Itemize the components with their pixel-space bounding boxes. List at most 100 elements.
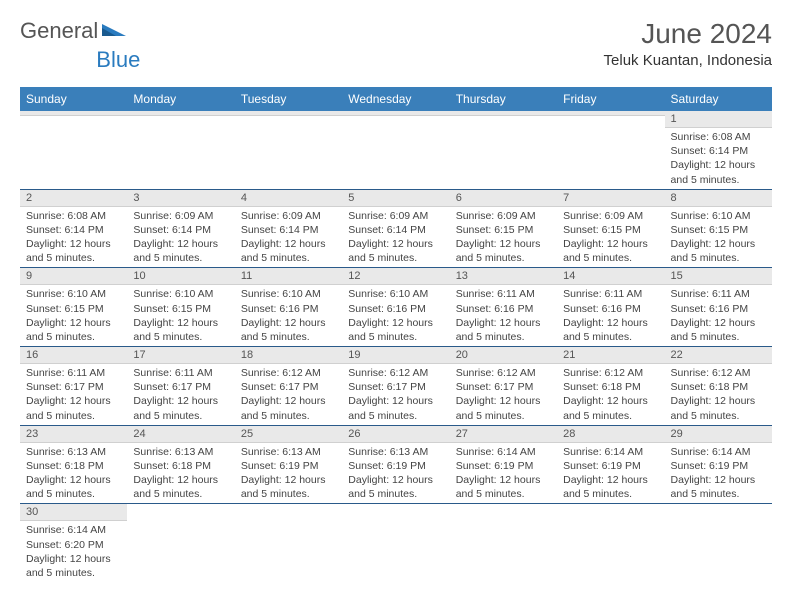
sunset-text: Sunset: 6:15 PM (133, 302, 228, 316)
sunset-text: Sunset: 6:16 PM (456, 302, 551, 316)
sunrise-text: Sunrise: 6:12 AM (348, 366, 443, 380)
sunrise-text: Sunrise: 6:10 AM (133, 287, 228, 301)
day-body: Sunrise: 6:12 AMSunset: 6:18 PMDaylight:… (557, 364, 664, 425)
day-header: Saturday (665, 87, 772, 111)
day-number: 14 (557, 268, 664, 285)
day-number: 29 (665, 426, 772, 443)
sunset-text: Sunset: 6:18 PM (133, 459, 228, 473)
day-number: 13 (450, 268, 557, 285)
sunset-text: Sunset: 6:19 PM (563, 459, 658, 473)
day-number: 5 (342, 190, 449, 207)
daylight-text: Daylight: 12 hours and 5 minutes. (348, 394, 443, 422)
day-body: Sunrise: 6:12 AMSunset: 6:17 PMDaylight:… (450, 364, 557, 425)
sunset-text: Sunset: 6:17 PM (348, 380, 443, 394)
daylight-text: Daylight: 12 hours and 5 minutes. (26, 473, 121, 501)
day-body: Sunrise: 6:11 AMSunset: 6:17 PMDaylight:… (20, 364, 127, 425)
daylight-text: Daylight: 12 hours and 5 minutes. (563, 394, 658, 422)
calendar-cell: 22Sunrise: 6:12 AMSunset: 6:18 PMDayligh… (665, 347, 772, 426)
day-body: Sunrise: 6:14 AMSunset: 6:19 PMDaylight:… (450, 443, 557, 504)
sunset-text: Sunset: 6:14 PM (671, 144, 766, 158)
daylight-text: Daylight: 12 hours and 5 minutes. (26, 552, 121, 580)
daylight-text: Daylight: 12 hours and 5 minutes. (133, 473, 228, 501)
day-number: 10 (127, 268, 234, 285)
day-body: Sunrise: 6:14 AMSunset: 6:19 PMDaylight:… (665, 443, 772, 504)
day-body: Sunrise: 6:14 AMSunset: 6:20 PMDaylight:… (20, 521, 127, 582)
sunset-text: Sunset: 6:17 PM (241, 380, 336, 394)
sunset-text: Sunset: 6:20 PM (26, 538, 121, 552)
day-body: Sunrise: 6:10 AMSunset: 6:15 PMDaylight:… (20, 285, 127, 346)
daylight-text: Daylight: 12 hours and 5 minutes. (348, 473, 443, 501)
calendar-cell: 26 Sunrise: 6:13 AMSunset: 6:19 PMDayligh… (342, 425, 449, 504)
sunrise-text: Sunrise: 6:14 AM (671, 445, 766, 459)
calendar-cell: 3Sunrise: 6:09 AMSunset: 6:14 PMDaylight… (127, 189, 234, 268)
sunset-text: Sunset: 6:14 PM (348, 223, 443, 237)
daylight-text: Daylight: 12 hours and 5 minutes. (26, 316, 121, 344)
day-number: 27 (450, 426, 557, 443)
sunrise-text: Sunrise: 6:13 AM (26, 445, 121, 459)
daylight-text: Daylight: 12 hours and 5 minutes. (26, 237, 121, 265)
location: Teluk Kuantan, Indonesia (604, 52, 772, 69)
sunrise-text: Sunrise: 6:09 AM (348, 209, 443, 223)
daylight-text: Daylight: 12 hours and 5 minutes. (671, 237, 766, 265)
sunrise-text: Sunrise: 6:13 AM (348, 445, 443, 459)
day-body: Sunrise: 6:11 AMSunset: 6:16 PMDaylight:… (557, 285, 664, 346)
sunset-text: Sunset: 6:16 PM (563, 302, 658, 316)
daylight-text: Daylight: 12 hours and 5 minutes. (241, 316, 336, 344)
day-number: 9 (20, 268, 127, 285)
day-number: 12 (342, 268, 449, 285)
day-body (557, 116, 664, 120)
day-number: 3 (127, 190, 234, 207)
calendar-cell: 19 Sunrise: 6:12 AMSunset: 6:17 PMDayligh… (342, 347, 449, 426)
sunset-text: Sunset: 6:19 PM (671, 459, 766, 473)
daylight-text: Daylight: 12 hours and 5 minutes. (671, 473, 766, 501)
sunrise-text: Sunrise: 6:13 AM (241, 445, 336, 459)
day-body: Sunrise: 6:11 AMSunset: 6:16 PMDaylight:… (665, 285, 772, 346)
calendar-cell (127, 504, 234, 582)
day-body: Sunrise: 6:08 AMSunset: 6:14 PMDaylight:… (665, 128, 772, 189)
sunrise-text: Sunrise: 6:12 AM (671, 366, 766, 380)
sunset-text: Sunset: 6:18 PM (563, 380, 658, 394)
calendar-cell: 9Sunrise: 6:10 AMSunset: 6:15 PMDaylight… (20, 268, 127, 347)
day-header: Thursday (450, 87, 557, 111)
day-body: Sunrise: 6:11 AMSunset: 6:17 PMDaylight:… (127, 364, 234, 425)
daylight-text: Daylight: 12 hours and 5 minutes. (133, 394, 228, 422)
calendar-cell (450, 504, 557, 582)
day-body (450, 116, 557, 120)
calendar-cell: 25Sunrise: 6:13 AMSunset: 6:19 PMDayligh… (235, 425, 342, 504)
daylight-text: Daylight: 12 hours and 5 minutes. (563, 316, 658, 344)
day-header: Friday (557, 87, 664, 111)
sunset-text: Sunset: 6:16 PM (348, 302, 443, 316)
day-number: 30 (20, 504, 127, 521)
title-block: June 2024 Teluk Kuantan, Indonesia (604, 18, 772, 69)
calendar-cell: 8Sunrise: 6:10 AMSunset: 6:15 PMDaylight… (665, 189, 772, 268)
calendar-cell (557, 111, 664, 189)
daylight-text: Daylight: 12 hours and 5 minutes. (456, 237, 551, 265)
sunrise-text: Sunrise: 6:14 AM (26, 523, 121, 537)
calendar-cell (235, 111, 342, 189)
day-number: 26 (342, 426, 449, 443)
day-header: Sunday (20, 87, 127, 111)
sunset-text: Sunset: 6:17 PM (26, 380, 121, 394)
logo-text-general: General (20, 18, 98, 44)
day-number: 19 (342, 347, 449, 364)
calendar-cell: 1Sunrise: 6:08 AMSunset: 6:14 PMDaylight… (665, 111, 772, 189)
daylight-text: Daylight: 12 hours and 5 minutes. (456, 473, 551, 501)
day-body: Sunrise: 6:11 AMSunset: 6:16 PMDaylight:… (450, 285, 557, 346)
day-number: 17 (127, 347, 234, 364)
day-body: Sunrise: 6:14 AMSunset: 6:19 PMDaylight:… (557, 443, 664, 504)
day-body: Sunrise: 6:13 AMSunset: 6:18 PMDaylight:… (20, 443, 127, 504)
day-number: 18 (235, 347, 342, 364)
sunset-text: Sunset: 6:16 PM (241, 302, 336, 316)
day-body: Sunrise: 6:09 AMSunset: 6:14 PMDaylight:… (235, 207, 342, 268)
daylight-text: Daylight: 12 hours and 5 minutes. (348, 237, 443, 265)
sunrise-text: Sunrise: 6:11 AM (456, 287, 551, 301)
day-number: 21 (557, 347, 664, 364)
sunset-text: Sunset: 6:14 PM (241, 223, 336, 237)
daylight-text: Daylight: 12 hours and 5 minutes. (671, 316, 766, 344)
daylight-text: Daylight: 12 hours and 5 minutes. (671, 394, 766, 422)
sunrise-text: Sunrise: 6:10 AM (348, 287, 443, 301)
sunset-text: Sunset: 6:19 PM (348, 459, 443, 473)
sunset-text: Sunset: 6:14 PM (26, 223, 121, 237)
day-body: Sunrise: 6:10 AMSunset: 6:16 PMDaylight:… (235, 285, 342, 346)
calendar-cell (557, 504, 664, 582)
